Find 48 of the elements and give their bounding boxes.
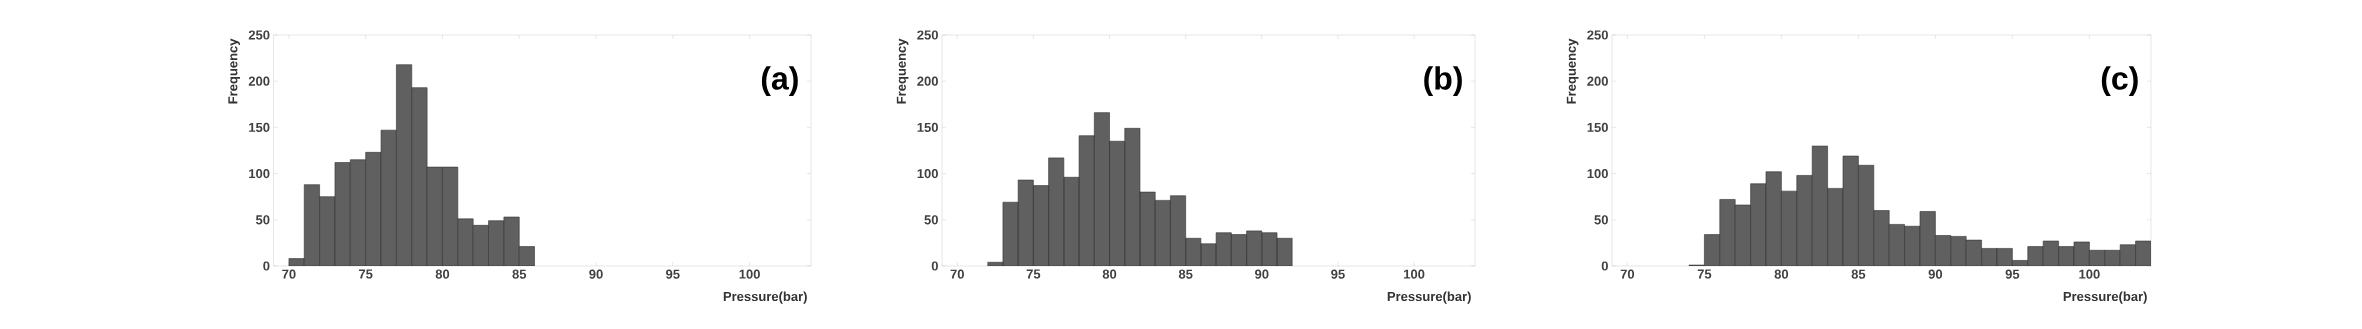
x-tick-label: 100 — [1404, 269, 1425, 279]
x-tick-label: 100 — [739, 269, 760, 279]
x-tick-label: 70 — [950, 269, 964, 279]
y-tick-label: 0 — [263, 261, 270, 271]
x-tick-label: 95 — [1331, 269, 1345, 279]
x-tick-label: 95 — [2005, 269, 2020, 279]
y-tick-label: 250 — [917, 30, 938, 40]
x-tick-label: 75 — [1026, 269, 1041, 279]
y-axis-title: Frequency — [1566, 38, 1579, 104]
x-axis-title: Pressure(bar) — [1387, 291, 1471, 304]
y-tick-label: 50 — [255, 215, 270, 225]
x-tick-label: 85 — [1851, 269, 1866, 279]
x-tick-label: 80 — [1774, 269, 1789, 279]
x-tick-label: 70 — [282, 269, 296, 279]
x-tick-label: 80 — [435, 269, 450, 279]
annotation: (c) — [2101, 66, 2138, 97]
x-tick-label: 75 — [359, 269, 373, 279]
y-tick-label: 150 — [917, 122, 938, 132]
x-tick-label: 90 — [1255, 269, 1269, 279]
y-tick-label: 250 — [1587, 30, 1608, 40]
x-axis-title: Pressure(bar) — [2063, 291, 2147, 304]
x-tick-label: 80 — [1102, 269, 1117, 279]
annotation: (b) — [1424, 66, 1462, 97]
x-tick-label: 85 — [512, 269, 527, 279]
y-tick-label: 150 — [1587, 122, 1608, 132]
y-tick-label: 50 — [924, 215, 938, 225]
y-tick-label: 200 — [248, 76, 270, 86]
y-axis-title: Frequency — [228, 38, 241, 104]
x-tick-label: 90 — [1928, 269, 1943, 279]
y-axis-title: Frequency — [896, 38, 909, 104]
y-tick-label: 100 — [249, 168, 270, 179]
x-tick-label: 100 — [2079, 269, 2100, 279]
x-axis-title: Pressure(bar) — [723, 291, 807, 304]
y-tick-label: 200 — [917, 76, 938, 86]
x-tick-label: 70 — [1620, 269, 1635, 279]
x-tick-label: 75 — [1697, 269, 1712, 279]
annotation: (a) — [761, 66, 798, 97]
y-tick-label: 50 — [1594, 215, 1608, 225]
y-tick-label: 0 — [931, 261, 938, 271]
y-tick-label: 150 — [249, 122, 270, 132]
y-tick-label: 250 — [248, 30, 270, 40]
x-tick-label: 85 — [1178, 269, 1193, 279]
y-tick-label: 100 — [917, 168, 938, 179]
y-tick-label: 100 — [1587, 168, 1608, 179]
x-tick-label: 90 — [589, 269, 603, 279]
x-tick-label: 95 — [666, 269, 680, 279]
y-tick-label: 0 — [1601, 261, 1608, 271]
y-tick-label: 200 — [1587, 76, 1608, 86]
